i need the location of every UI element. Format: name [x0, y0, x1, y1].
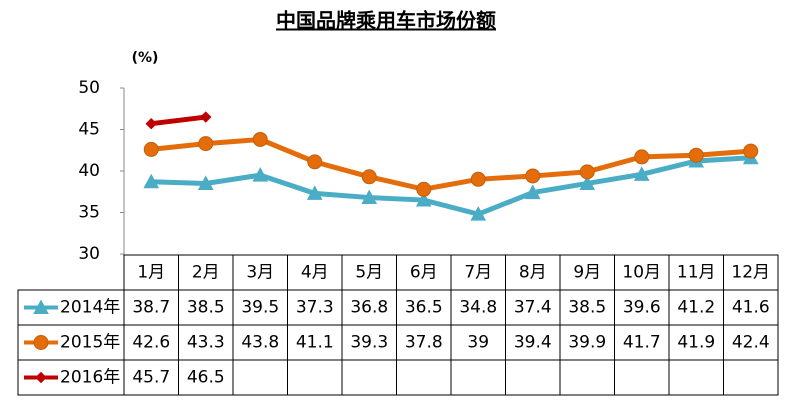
marker: [252, 167, 269, 182]
value-label: 38.5: [187, 298, 225, 318]
value-label: 39.9: [568, 333, 606, 353]
x-tick-label: 9月: [573, 263, 601, 283]
value-label: 39.5: [241, 298, 279, 318]
x-tick-label: 8月: [519, 263, 547, 283]
marker: [524, 184, 541, 200]
marker: [143, 173, 160, 189]
x-tick-label: 6月: [410, 263, 438, 283]
marker: [470, 206, 487, 221]
x-tick-label: 12月: [731, 263, 770, 283]
value-label: 42.4: [732, 333, 770, 353]
table-cell: [614, 359, 670, 396]
value-label: 39.4: [514, 333, 552, 353]
marker: [361, 169, 377, 185]
marker: [33, 299, 49, 314]
value-label: 34.8: [459, 298, 497, 318]
table-cell: [668, 359, 724, 396]
series-line: [150, 114, 207, 127]
marker: [306, 185, 323, 200]
value-label: 46.5: [187, 368, 225, 388]
marker: [143, 141, 159, 157]
table-cell: [396, 359, 452, 396]
series-line: [150, 136, 751, 192]
legend-label: 2014年: [60, 298, 120, 318]
x-tick-label: 2月: [192, 263, 220, 283]
table-cell: [723, 359, 779, 396]
value-label: 39.3: [350, 333, 388, 353]
marker: [525, 168, 541, 184]
marker: [33, 335, 49, 350]
table-cell: [287, 359, 343, 396]
marker: [415, 191, 432, 207]
value-label: 37.8: [405, 333, 443, 353]
marker: [634, 149, 650, 165]
y-axis-label: (%): [132, 50, 159, 66]
table-cell: [505, 359, 561, 396]
marker: [688, 147, 704, 163]
value-label: 41.9: [677, 333, 715, 353]
marker: [197, 175, 214, 190]
value-label: 41.2: [677, 298, 715, 318]
value-label: 36.5: [405, 298, 443, 318]
y-tick-label: 50: [78, 78, 100, 98]
marker: [470, 171, 486, 187]
y-tick-label: 45: [78, 120, 100, 140]
table-cell: [450, 359, 506, 396]
value-label: 38.7: [132, 298, 170, 318]
value-label: 45.7: [132, 368, 170, 388]
value-label: 41.1: [296, 333, 334, 353]
marker: [252, 131, 268, 147]
value-label: 38.5: [568, 298, 606, 318]
marker: [35, 371, 47, 384]
marker: [307, 154, 323, 170]
x-tick-label: 10月: [622, 263, 661, 283]
value-label: 39.6: [623, 298, 661, 318]
value-label: 43.3: [187, 333, 225, 353]
x-tick-label: 7月: [464, 263, 492, 283]
value-label: 42.6: [132, 333, 170, 353]
marker: [633, 166, 650, 181]
x-tick-label: 4月: [301, 263, 329, 283]
value-label: 36.8: [350, 298, 388, 318]
marker: [579, 164, 595, 180]
y-tick-label: 35: [78, 203, 100, 223]
value-label: 37.3: [296, 298, 334, 318]
chart-title: 中国品牌乘用车市场份额: [276, 9, 496, 33]
marker: [145, 117, 157, 130]
value-label: 39: [467, 333, 489, 353]
marker: [361, 189, 378, 205]
marker: [743, 143, 759, 159]
legend-label: 2015年: [60, 333, 120, 353]
x-tick-label: 11月: [677, 263, 716, 283]
table-cell: [559, 359, 615, 396]
value-label: 43.8: [241, 333, 279, 353]
legend-label: 2016年: [60, 368, 120, 388]
x-tick-label: 1月: [137, 263, 165, 283]
y-tick-label: 30: [78, 244, 100, 264]
table-cell: [232, 359, 288, 396]
table-cell: [341, 359, 397, 396]
marker: [198, 136, 214, 152]
x-tick-label: 5月: [355, 263, 383, 283]
y-tick-label: 40: [78, 161, 100, 181]
x-tick-label: 3月: [246, 263, 274, 283]
value-label: 41.6: [732, 298, 770, 318]
marker: [579, 175, 596, 190]
value-label: 37.4: [514, 298, 552, 318]
value-label: 41.7: [623, 333, 661, 353]
marker: [416, 181, 432, 197]
marker: [200, 111, 212, 123]
series-line: [151, 155, 751, 217]
